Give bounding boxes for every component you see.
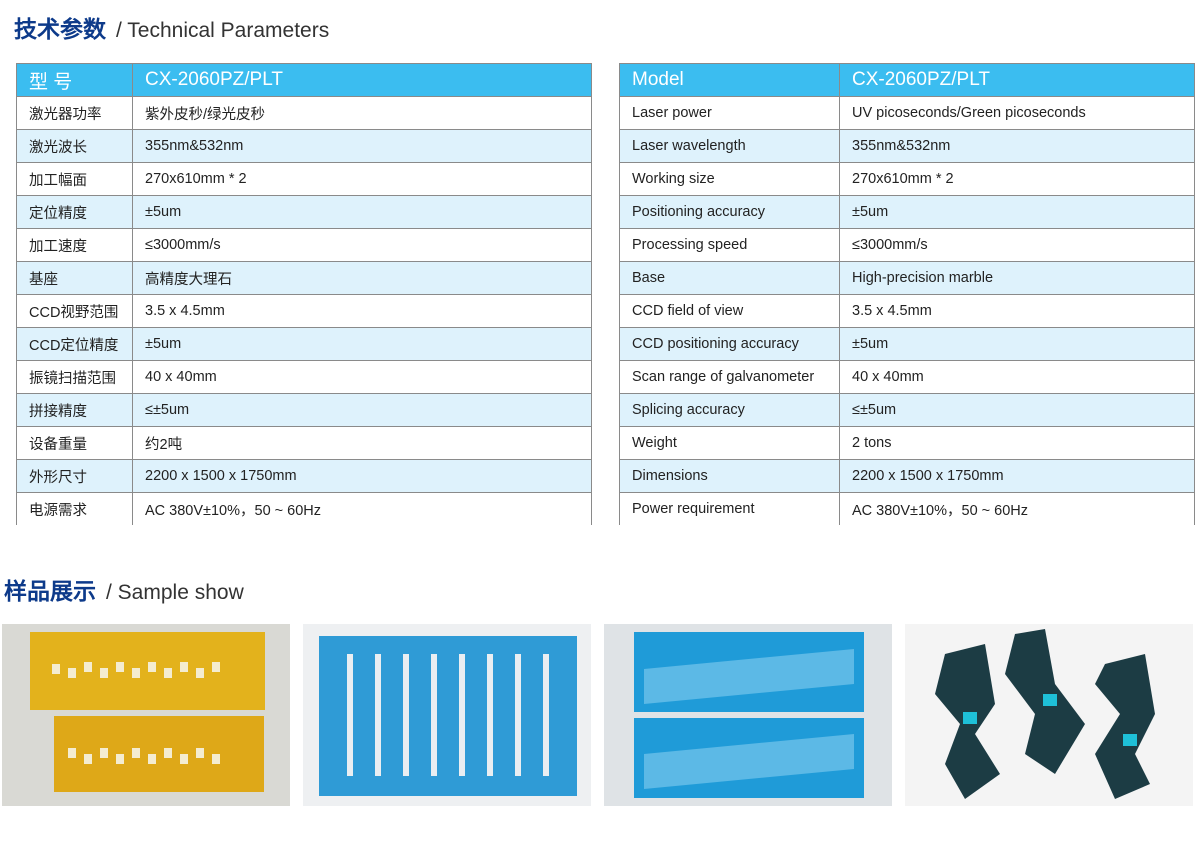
param-value: ≤±5um — [132, 393, 592, 427]
param-name: Laser power — [619, 96, 840, 130]
param-value: 40 x 40mm — [839, 360, 1195, 394]
sample-image-yellow — [2, 624, 290, 806]
table-row: Weight 2 tons — [619, 426, 1195, 460]
table-row: CCD视野范围 3.5 x 4.5mm — [16, 294, 592, 328]
table-row: Power requirement AC 380V±10%，50 ~ 60Hz — [619, 492, 1195, 525]
param-value: ±5um — [839, 327, 1195, 361]
param-name: CCD定位精度 — [16, 327, 133, 361]
param-name: Laser wavelength — [619, 129, 840, 163]
param-name: 加工幅面 — [16, 162, 133, 196]
title-cn: 样品展示 — [4, 579, 96, 605]
sample-image-blue-perforated — [604, 624, 892, 806]
param-value: UV picoseconds/Green picoseconds — [839, 96, 1195, 130]
param-name: Scan range of galvanometer — [619, 360, 840, 394]
table-row: Positioning accuracy ±5um — [619, 195, 1195, 229]
sample-image-blue-film — [303, 624, 591, 806]
param-value: 270x610mm * 2 — [132, 162, 592, 196]
param-value: ≤3000mm/s — [132, 228, 592, 262]
param-value: ±5um — [132, 195, 592, 229]
param-value: AC 380V±10%，50 ~ 60Hz — [839, 492, 1195, 525]
param-name: Positioning accuracy — [619, 195, 840, 229]
table-row: 设备重量 约2吨 — [16, 426, 592, 460]
param-name: 加工速度 — [16, 228, 133, 262]
table-row: CCD定位精度 ±5um — [16, 327, 592, 361]
param-value: 2200 x 1500 x 1750mm — [839, 459, 1195, 493]
table-row: 激光器功率 紫外皮秒/绿光皮秒 — [16, 96, 592, 130]
table-row: Splicing accuracy ≤±5um — [619, 393, 1195, 427]
table-row: 拼接精度 ≤±5um — [16, 393, 592, 427]
param-value: 紫外皮秒/绿光皮秒 — [132, 96, 592, 130]
param-name: Model — [619, 63, 840, 97]
table-row: 电源需求 AC 380V±10%，50 ~ 60Hz — [16, 492, 592, 525]
table-row: 振镜扫描范围 40 x 40mm — [16, 360, 592, 394]
table-row: Working size 270x610mm * 2 — [619, 162, 1195, 196]
param-name: 型 号 — [16, 63, 133, 97]
table-row: CCD positioning accuracy ±5um — [619, 327, 1195, 361]
spec-table-chinese: 型 号 CX-2060PZ/PLT 激光器功率 紫外皮秒/绿光皮秒 激光波长 355nm&… — [16, 63, 592, 525]
param-name: 振镜扫描范围 — [16, 360, 133, 394]
param-value: 3.5 x 4.5mm — [132, 294, 592, 328]
param-name: CCD field of view — [619, 294, 840, 328]
table-row: Dimensions 2200 x 1500 x 1750mm — [619, 459, 1195, 493]
param-name: CCD视野范围 — [16, 294, 133, 328]
param-name: CCD positioning accuracy — [619, 327, 840, 361]
param-value: 高精度大理石 — [132, 261, 592, 295]
param-name: 基座 — [16, 261, 133, 295]
param-name: 激光波长 — [16, 129, 133, 163]
title-cn: 技术参数 — [14, 17, 106, 43]
param-name: Power requirement — [619, 492, 840, 525]
spec-table-english: Model CX-2060PZ/PLT Laser power UV picoseco… — [619, 63, 1195, 525]
param-value: CX-2060PZ/PLT — [839, 63, 1195, 97]
param-value: 2200 x 1500 x 1750mm — [132, 459, 592, 493]
table-row: 定位精度 ±5um — [16, 195, 592, 229]
table-row: Base High-precision marble — [619, 261, 1195, 295]
param-name: Working size — [619, 162, 840, 196]
table-row: Laser power UV picoseconds/Green picoseco… — [619, 96, 1195, 130]
param-name: Splicing accuracy — [619, 393, 840, 427]
param-name: Processing speed — [619, 228, 840, 262]
param-name: 定位精度 — [16, 195, 133, 229]
section-title-technical-parameters: 技术参数 / Technical Parameters — [14, 10, 329, 44]
sample-image-dark-flex — [905, 624, 1193, 806]
table-row: Scan range of galvanometer 40 x 40mm — [619, 360, 1195, 394]
param-name: 拼接精度 — [16, 393, 133, 427]
table-header-row: Model CX-2060PZ/PLT — [619, 63, 1195, 97]
param-name: Base — [619, 261, 840, 295]
param-value: High-precision marble — [839, 261, 1195, 295]
table-header-row: 型 号 CX-2060PZ/PLT — [16, 63, 592, 97]
param-value: ≤3000mm/s — [839, 228, 1195, 262]
param-value: 3.5 x 4.5mm — [839, 294, 1195, 328]
param-value: AC 380V±10%，50 ~ 60Hz — [132, 492, 592, 525]
param-name: 激光器功率 — [16, 96, 133, 130]
param-value: ±5um — [839, 195, 1195, 229]
table-row: 加工速度 ≤3000mm/s — [16, 228, 592, 262]
param-value: CX-2060PZ/PLT — [132, 63, 592, 97]
param-value: 355nm&532nm — [839, 129, 1195, 163]
param-name: 设备重量 — [16, 426, 133, 460]
table-row: 加工幅面 270x610mm * 2 — [16, 162, 592, 196]
param-value: 355nm&532nm — [132, 129, 592, 163]
param-name: 电源需求 — [16, 492, 133, 525]
param-name: 外形尺寸 — [16, 459, 133, 493]
table-row: CCD field of view 3.5 x 4.5mm — [619, 294, 1195, 328]
param-value: ≤±5um — [839, 393, 1195, 427]
param-value: 270x610mm * 2 — [839, 162, 1195, 196]
section-title-sample-show: 样品展示 / Sample show — [4, 572, 244, 606]
title-en: / Technical Parameters — [116, 19, 330, 42]
table-row: Processing speed ≤3000mm/s — [619, 228, 1195, 262]
param-value: 2 tons — [839, 426, 1195, 460]
title-en: / Sample show — [106, 581, 244, 604]
table-row: 外形尺寸 2200 x 1500 x 1750mm — [16, 459, 592, 493]
param-value: 约2吨 — [132, 426, 592, 460]
param-value: 40 x 40mm — [132, 360, 592, 394]
table-row: 激光波长 355nm&532nm — [16, 129, 592, 163]
param-value: ±5um — [132, 327, 592, 361]
param-name: Dimensions — [619, 459, 840, 493]
table-row: Laser wavelength 355nm&532nm — [619, 129, 1195, 163]
param-name: Weight — [619, 426, 840, 460]
table-row: 基座 高精度大理石 — [16, 261, 592, 295]
